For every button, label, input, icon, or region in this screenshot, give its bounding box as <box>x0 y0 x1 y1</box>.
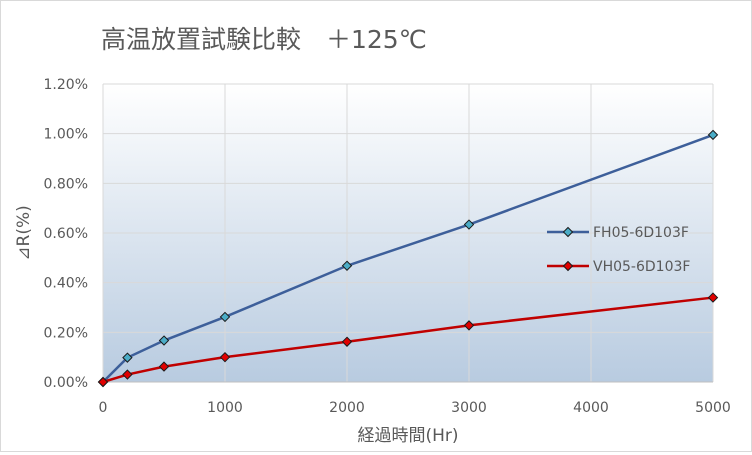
data-point <box>341 336 353 347</box>
legend-marker-1 <box>562 226 574 238</box>
legend: FH05-6D103F VH05-6D103F <box>547 225 690 275</box>
data-point <box>122 369 133 380</box>
y-tick-label: 1.20% <box>44 77 88 93</box>
x-tick-label: 5000 <box>695 400 731 416</box>
data-point <box>122 352 133 363</box>
axis-layer: 0.00% 0.20% 0.40% 0.60% 0.80% 1.00% 1.20% 0 1000… <box>44 77 731 416</box>
data-point <box>707 292 719 303</box>
y-tick-label: 0.20% <box>44 325 88 341</box>
data-point <box>341 260 353 271</box>
chart-title: 高温放置試験比較 ＋125℃ <box>101 25 427 54</box>
data-point <box>97 376 109 388</box>
y-tick-label: 1.00% <box>44 127 88 143</box>
data-point <box>463 219 475 230</box>
x-tick-label: 0 <box>99 400 108 416</box>
data-point <box>463 320 475 331</box>
legend-label-2: VH05-6D103F <box>593 259 690 275</box>
x-axis-label: 経過時間(Hr) <box>357 426 458 446</box>
data-point <box>219 351 231 363</box>
legend-marker-2 <box>562 260 574 272</box>
y-tick-label: 0.60% <box>44 226 88 242</box>
x-tick-label: 1000 <box>207 400 243 416</box>
data-point <box>158 335 170 346</box>
data-point <box>707 129 719 141</box>
y-tick-label: 0.80% <box>44 176 88 192</box>
data-point <box>219 311 231 323</box>
x-tick-label: 4000 <box>573 400 609 416</box>
x-tick-label: 3000 <box>451 400 487 416</box>
y-axis-label: ⊿R(%) <box>14 205 34 260</box>
legend-label-1: FH05-6D103F <box>593 225 689 241</box>
series-layer <box>97 129 719 388</box>
y-tick-label: 0.00% <box>44 375 88 391</box>
data-point <box>158 361 170 372</box>
y-tick-label: 0.40% <box>44 276 88 292</box>
x-tick-label: 2000 <box>329 400 365 416</box>
